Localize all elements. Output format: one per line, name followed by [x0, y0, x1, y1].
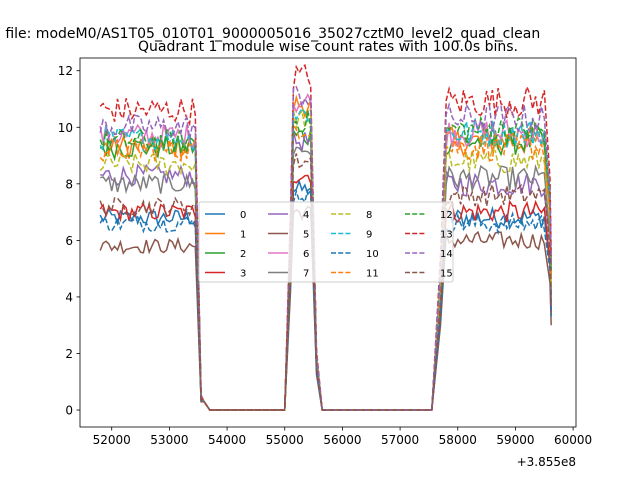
legend-label-9: 9: [366, 230, 372, 241]
y-tick-label: 8: [65, 177, 73, 191]
legend-label-3: 3: [240, 269, 246, 280]
x-tick-label: 60000: [554, 433, 592, 447]
axes-frame: [79, 57, 577, 428]
legend-label-14: 14: [440, 249, 453, 260]
series-lines: [99, 63, 552, 411]
figure-suptitle: n file: modeM0/AS1T05_010T01_9000005016_…: [0, 26, 540, 42]
series-line-15: [99, 153, 552, 411]
legend-label-13: 13: [440, 230, 453, 241]
series-line-7: [100, 146, 552, 411]
legend-box: [198, 201, 454, 283]
legend-label-0: 0: [240, 210, 246, 221]
x-tick-label: 52000: [93, 433, 131, 447]
legend-label-8: 8: [366, 210, 372, 221]
series-line-14: [99, 85, 552, 411]
series-line-10: [99, 186, 552, 411]
legend-label-2: 2: [240, 249, 246, 260]
x-tick-label: 54000: [208, 433, 246, 447]
legend-label-15: 15: [440, 269, 453, 280]
legend-label-12: 12: [440, 210, 453, 221]
x-axis: 52000 53000 54000 55000 56000 57000 58000 59000…: [93, 427, 592, 447]
legend-label-11: 11: [366, 269, 379, 280]
series-line-11: [99, 121, 552, 411]
legend-label-1: 1: [240, 230, 246, 241]
series-line-4: [100, 130, 552, 411]
series-line-13: [99, 63, 552, 411]
legend-label-7: 7: [303, 269, 309, 280]
x-tick-label: 58000: [439, 433, 477, 447]
plot-border: [79, 57, 577, 428]
y-tick-label: 12: [58, 64, 73, 78]
series-line-12: [99, 110, 552, 411]
series-line-8: [99, 108, 552, 411]
legend-label-4: 4: [303, 210, 309, 221]
y-tick-label: 6: [65, 234, 73, 248]
legend-label-5: 5: [303, 230, 309, 241]
series-line-3: [99, 174, 552, 411]
y-tick-label: 4: [65, 290, 73, 304]
x-offset-text: +3.855e8: [517, 455, 576, 469]
legend-label-10: 10: [366, 249, 379, 260]
x-tick-label: 55000: [266, 433, 304, 447]
y-tick-label: 2: [65, 347, 73, 361]
x-tick-label: 56000: [323, 433, 361, 447]
x-tick-label: 53000: [150, 433, 188, 447]
x-tick-label: 57000: [381, 433, 419, 447]
legend-label-6: 6: [303, 249, 309, 260]
x-tick-label: 59000: [496, 433, 534, 447]
series-line-9: [99, 107, 552, 411]
y-tick-label: 10: [58, 121, 73, 135]
y-tick-label: 0: [65, 404, 73, 418]
y-axis: 0 2 4 6 8 10 12: [58, 64, 80, 418]
chart-title: Quadrant 1 module wise count rates with …: [138, 39, 518, 55]
